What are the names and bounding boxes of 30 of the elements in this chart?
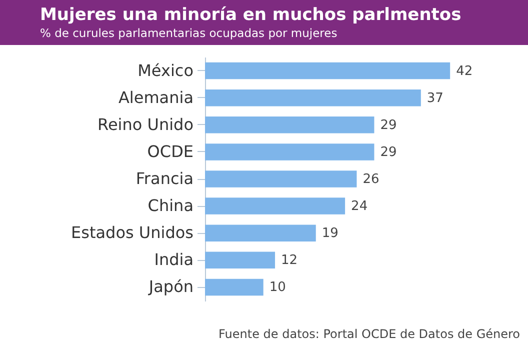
bar [205,198,346,214]
data-label: 24 [351,199,368,214]
y-tick-label: Estados Unidos [71,223,194,242]
data-label: 26 [362,172,380,187]
y-tick-label: Francia [136,169,194,188]
data-label: 10 [269,280,286,296]
y-tick-label: India [154,250,194,270]
source-note: Fuente de datos: Portal OCDE de Datos de Género [218,327,520,341]
chart-title: Mujeres una minoría en muchos parlmentos [40,5,462,25]
y-tick-label: China [148,196,194,216]
data-label: 42 [456,64,473,79]
bar [205,170,357,188]
y-tick-label: Japón [148,277,194,296]
bar [205,62,450,80]
data-label: 29 [380,144,397,160]
y-tick-label: Reino Unido [98,114,194,134]
chart-subtitle: % de curules parlamentarias ocupadas por mujeres [40,25,338,41]
bar [205,278,264,296]
y-tick-label: México [138,60,194,80]
bar [205,252,276,269]
y-tick-label: OCDE [147,142,194,161]
bar [205,144,374,160]
bar [205,89,421,106]
bar [205,116,374,134]
bar [205,224,316,242]
y-tick-label: Alemania [118,88,194,107]
data-label: 12 [281,253,298,268]
data-label: 37 [426,90,444,106]
data-label: 19 [322,226,338,242]
data-label: 29 [380,118,397,133]
